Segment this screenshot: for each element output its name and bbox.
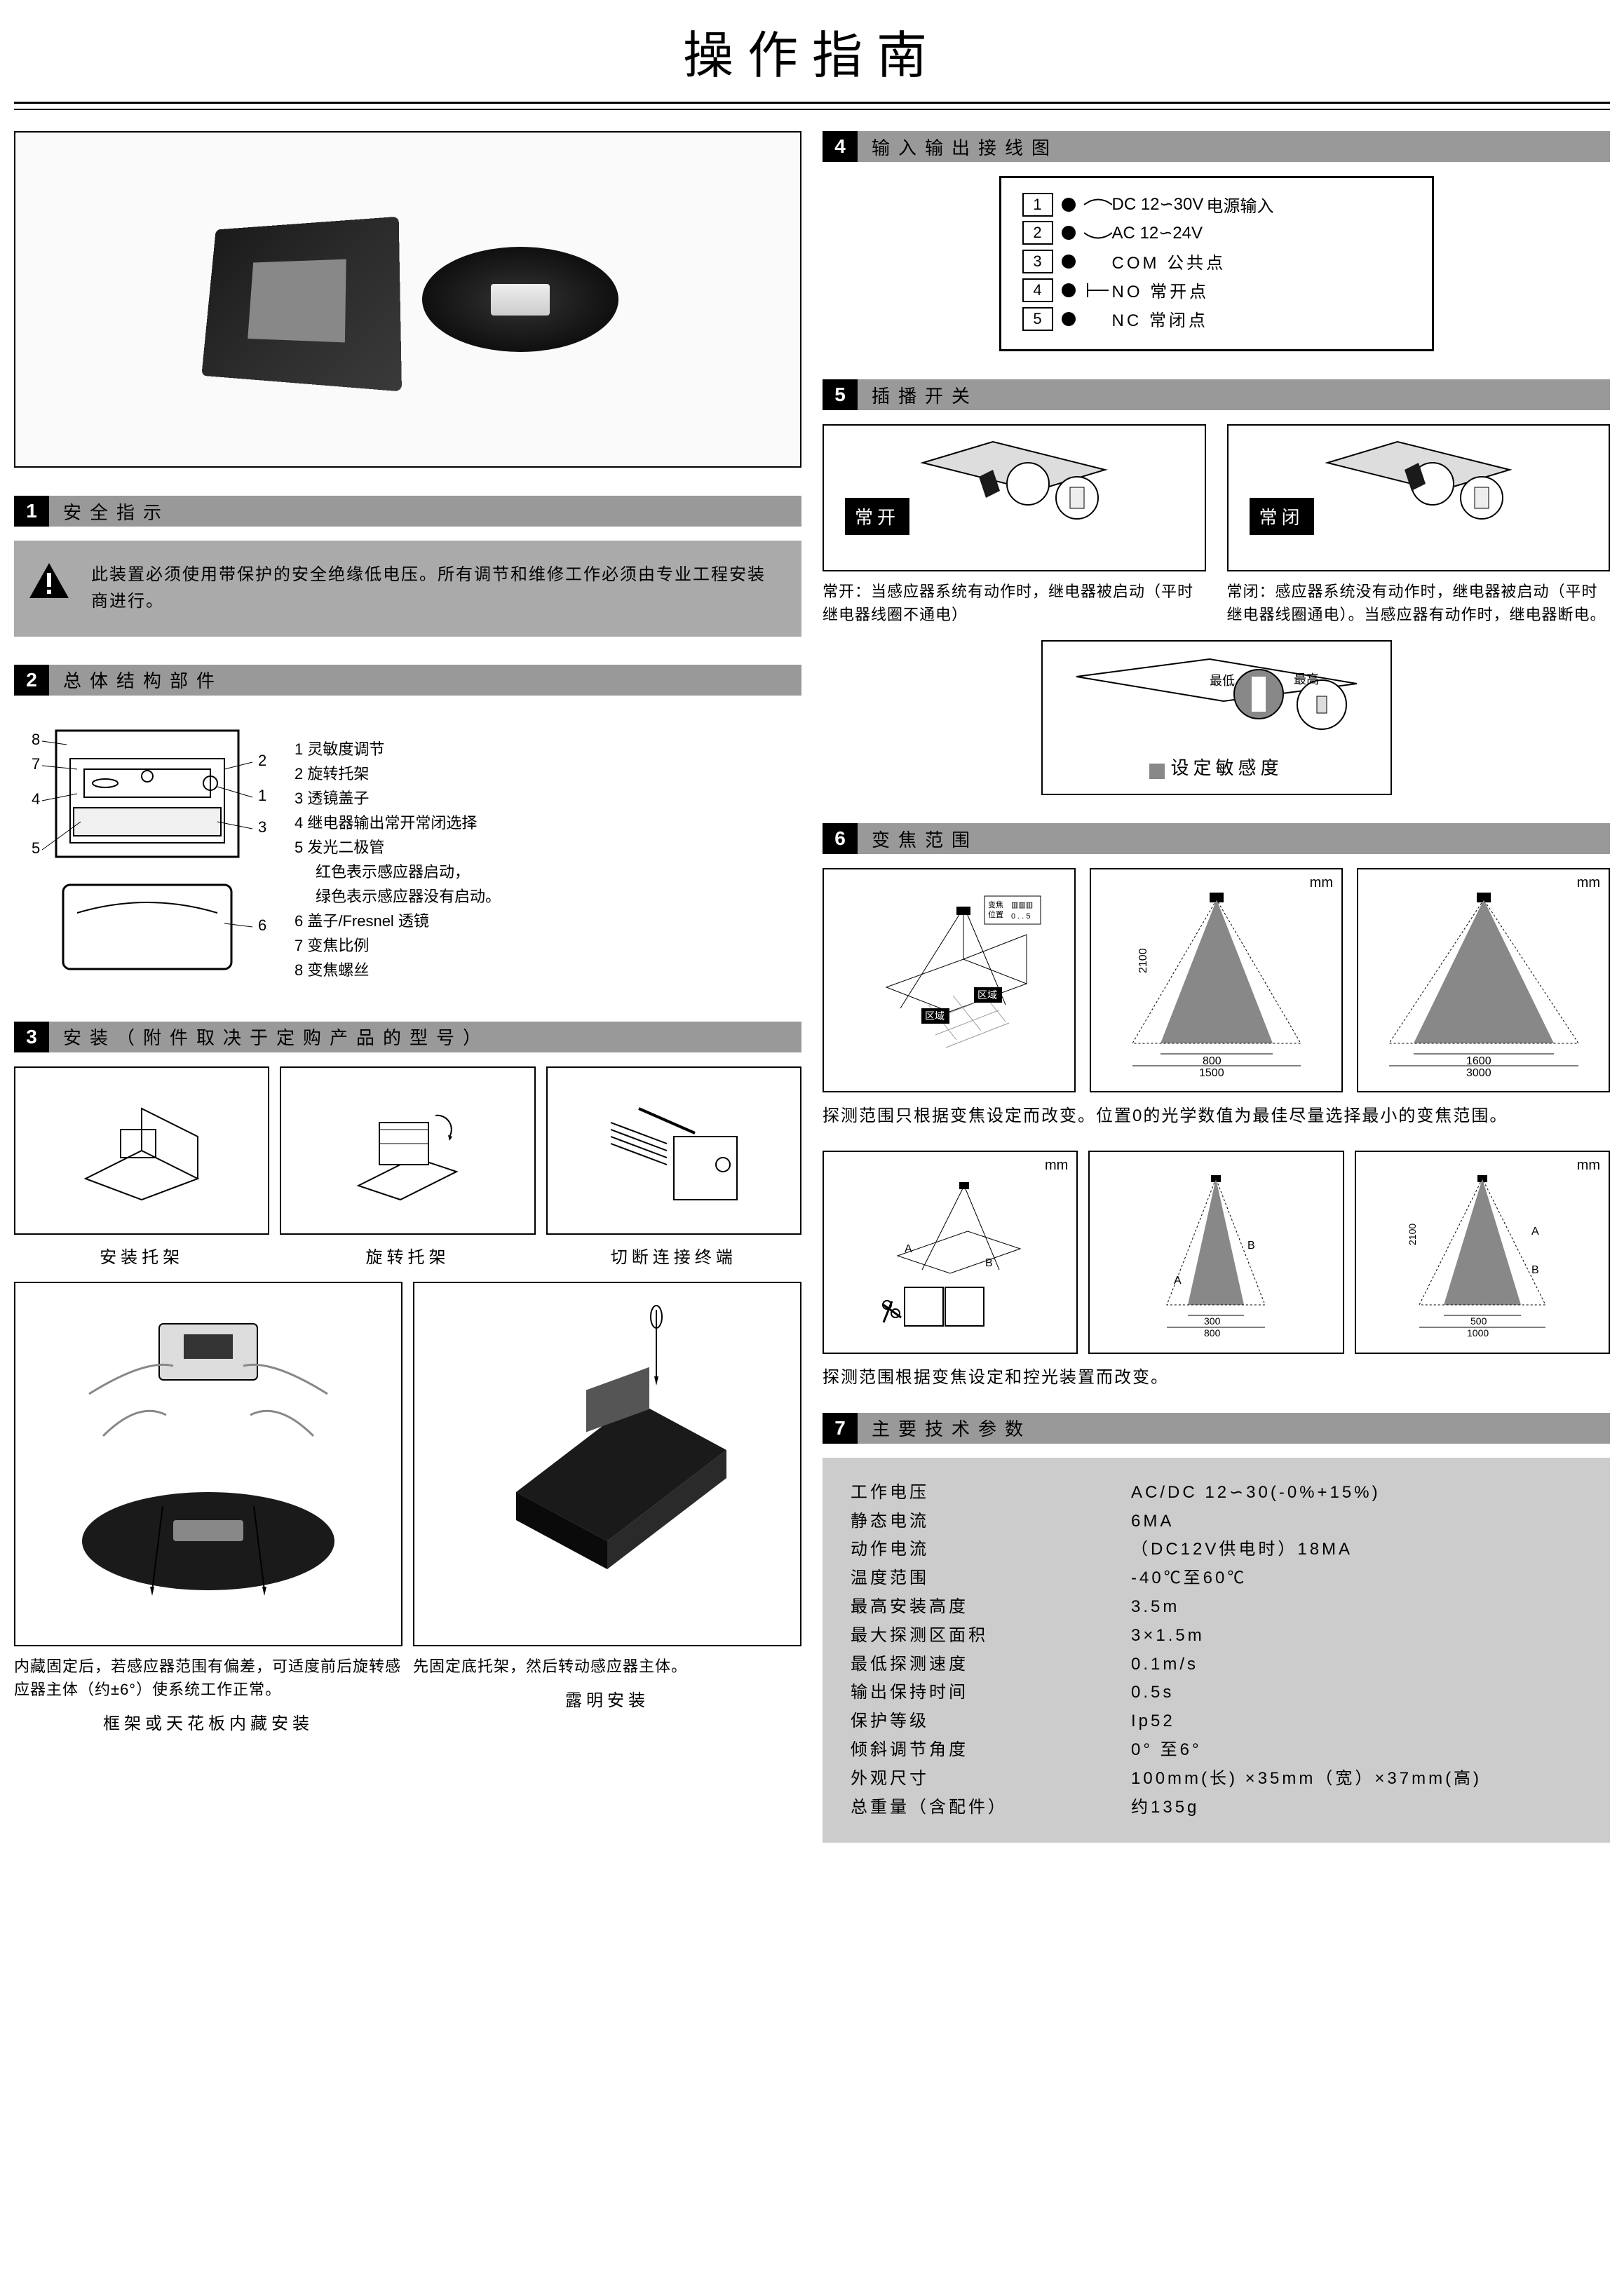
svg-text:▥▥▥: ▥▥▥ <box>1011 901 1033 909</box>
warning: 此装置必须使用带保护的安全绝缘低电压。所有调节和维修工作必须由专业工程安装商进行… <box>14 541 801 637</box>
wiring-diagram: 1 DC 12∽30V 电源输入 2 AC 12∽24V 3 COM 公共点 4… <box>999 176 1434 351</box>
install-diagram-1 <box>14 1066 269 1235</box>
divider <box>14 102 1610 110</box>
svg-text:2100: 2100 <box>1137 948 1149 973</box>
zoom-note-2: 探测范围根据变焦设定和控光装置而改变。 <box>823 1364 1610 1391</box>
svg-text:A: A <box>1531 1226 1539 1238</box>
svg-text:最低: 最低 <box>1210 674 1235 688</box>
zoom-diagram-5: A B 300 800 <box>1088 1151 1344 1354</box>
section-6-header: 6 变焦范围 <box>823 823 1610 854</box>
zoom-note-1: 探测范围只根据变焦设定而改变。位置0的光学数值为最佳尽量选择最小的变焦范围。 <box>823 1103 1610 1130</box>
zoom-diagram-2: mm 2100 800 1500 <box>1090 868 1343 1092</box>
structure-list: 1 灵敏度调节 2 旋转托架 3 透镜盖子 4 继电器输出常开常闭选择 5 发光… <box>295 710 801 994</box>
svg-text:3000: 3000 <box>1466 1067 1491 1078</box>
section-3-header: 3 安装（附件取决于定购产品的型号） <box>14 1022 801 1052</box>
svg-text:区域: 区域 <box>977 989 997 1001</box>
section-5-header: 5 插播开关 <box>823 379 1610 410</box>
section-1-header: 1 安全指示 <box>14 496 801 527</box>
zoom-diagram-3: mm 1600 3000 <box>1357 868 1610 1092</box>
svg-text:A: A <box>905 1243 912 1255</box>
svg-text:800: 800 <box>1203 1055 1222 1067</box>
svg-text:区域: 区域 <box>925 1010 945 1022</box>
svg-text:2: 2 <box>258 752 266 769</box>
svg-text:A: A <box>1174 1275 1182 1287</box>
structure-diagram: 8 7 4 5 2 1 3 6 <box>14 710 280 994</box>
product-photo <box>14 131 801 468</box>
svg-text:B: B <box>1247 1240 1255 1252</box>
svg-text:4: 4 <box>32 790 40 808</box>
svg-text:8: 8 <box>32 731 40 748</box>
warning-icon <box>28 562 70 600</box>
svg-text:6: 6 <box>258 916 266 934</box>
switch-open-diagram: 常开 <box>823 424 1206 571</box>
install-diagram-5 <box>413 1282 801 1646</box>
svg-text:位置: 位置 <box>988 909 1003 919</box>
svg-text:0 . . 5: 0 . . 5 <box>1011 912 1031 921</box>
section-2-header: 2 总体结构部件 <box>14 665 801 696</box>
page-title: 操作指南 <box>14 14 1610 88</box>
install-diagram-3 <box>546 1066 801 1235</box>
svg-text:5: 5 <box>32 839 40 857</box>
zoom-diagram-6: mm 2100 A B 500 1000 <box>1355 1151 1610 1354</box>
svg-text:1500: 1500 <box>1199 1067 1224 1078</box>
svg-text:最高: 最高 <box>1294 672 1319 686</box>
svg-text:1600: 1600 <box>1466 1055 1491 1067</box>
sensitivity-diagram: 最低 最高 设定敏感度 <box>1041 640 1392 795</box>
install-diagram-4 <box>14 1282 402 1646</box>
svg-text:3: 3 <box>258 818 266 836</box>
svg-text:1: 1 <box>258 787 266 804</box>
zoom-diagram-1: 区域 区域 变焦位置 ▥▥▥ 0 . . 5 <box>823 868 1076 1092</box>
svg-text:800: 800 <box>1204 1327 1221 1339</box>
install-diagram-2 <box>280 1066 535 1235</box>
switch-closed-diagram: 常闭 <box>1227 424 1611 571</box>
spec-table: 工作电压AC/DC 12∽30(-0%+15%) 静态电流6MA 动作电流（DC… <box>823 1458 1610 1843</box>
svg-text:变焦: 变焦 <box>988 900 1003 909</box>
svg-text:1000: 1000 <box>1467 1327 1489 1339</box>
section-7-header: 7 主要技术参数 <box>823 1413 1610 1444</box>
svg-text:500: 500 <box>1470 1315 1487 1327</box>
svg-text:7: 7 <box>32 755 40 773</box>
svg-text:300: 300 <box>1204 1315 1221 1327</box>
zoom-diagram-4: mm A B <box>823 1151 1078 1354</box>
section-4-header: 4 输入输出接线图 <box>823 131 1610 162</box>
svg-text:B: B <box>985 1257 993 1269</box>
svg-text:2100: 2100 <box>1407 1224 1418 1245</box>
svg-text:B: B <box>1531 1264 1539 1276</box>
